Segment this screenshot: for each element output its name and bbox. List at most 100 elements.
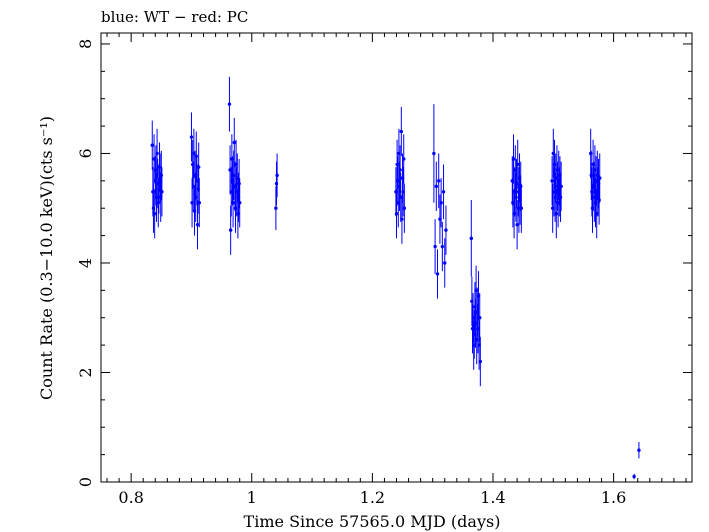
y-tick-label: 6 <box>76 148 95 158</box>
point-marker <box>197 201 201 205</box>
data-point <box>274 161 279 206</box>
data-point <box>598 153 602 203</box>
data-point <box>439 178 443 228</box>
data-point <box>519 183 524 233</box>
data-point <box>437 153 441 209</box>
point-marker <box>435 272 440 276</box>
data-point <box>515 200 519 250</box>
data-point <box>478 336 483 387</box>
data-point <box>150 120 154 170</box>
data-point <box>155 128 159 179</box>
data-point <box>444 205 448 255</box>
data-point <box>402 183 407 233</box>
data-point <box>432 104 436 203</box>
data-point <box>399 106 404 157</box>
x-axis-label: Time Since 57565.0 MJD (days) <box>244 512 501 531</box>
point-marker <box>230 157 234 161</box>
point-marker <box>439 201 443 205</box>
point-marker <box>274 181 279 186</box>
data-point <box>152 189 157 239</box>
point-marker <box>433 244 437 249</box>
y-tick-label: 4 <box>76 258 95 268</box>
data-point <box>559 161 563 211</box>
point-marker <box>196 165 201 169</box>
data-point <box>433 219 437 274</box>
point-marker <box>402 157 406 161</box>
point-marker <box>598 176 602 180</box>
data-point <box>554 189 559 239</box>
data-point <box>478 293 482 343</box>
point-marker <box>155 151 159 156</box>
point-marker <box>402 206 407 210</box>
point-marker <box>156 201 160 205</box>
point-marker <box>559 184 563 189</box>
data-point <box>196 142 201 192</box>
point-marker <box>550 179 554 183</box>
point-marker <box>632 474 636 479</box>
point-marker <box>396 179 400 183</box>
data-point <box>402 134 406 184</box>
data-point <box>511 134 516 184</box>
point-marker <box>236 211 240 216</box>
point-marker <box>399 129 404 134</box>
data-point <box>197 178 201 228</box>
point-marker <box>231 201 235 205</box>
point-marker <box>228 228 233 232</box>
point-marker <box>590 190 594 194</box>
point-marker <box>151 190 155 194</box>
point-marker <box>519 206 524 210</box>
data-point <box>227 76 232 132</box>
point-marker <box>394 190 398 194</box>
point-marker <box>434 184 439 189</box>
point-marker <box>440 244 445 249</box>
point-marker <box>558 195 563 199</box>
x-tick-label: 0.8 <box>118 488 143 507</box>
point-marker <box>238 201 242 205</box>
data-point <box>469 200 473 277</box>
data-point <box>394 189 399 239</box>
data-point <box>441 164 446 220</box>
point-marker <box>441 190 446 194</box>
point-marker <box>398 168 402 172</box>
point-marker <box>591 162 595 167</box>
y-axis-ticks: 0 2 4 6 8 <box>76 39 692 487</box>
chart-title: blue: WT − red: PC <box>101 8 248 26</box>
point-marker <box>589 173 593 178</box>
data-point <box>400 194 404 244</box>
point-marker <box>274 206 278 210</box>
point-marker <box>555 168 559 172</box>
point-marker <box>519 184 523 189</box>
point-marker <box>443 261 447 265</box>
point-marker <box>514 195 518 199</box>
point-marker <box>432 151 436 156</box>
data-point <box>440 221 445 272</box>
x-axis-ticks: 0.8 1 1.2 1.4 1.6 <box>106 33 687 507</box>
data-point <box>435 249 440 299</box>
point-marker <box>160 190 164 194</box>
x-tick-label: 1.6 <box>601 488 626 507</box>
x-tick-label: 1 <box>247 488 257 507</box>
point-marker <box>444 228 448 232</box>
point-marker <box>478 316 482 320</box>
point-marker <box>437 179 441 183</box>
point-marker <box>515 222 519 227</box>
point-marker <box>394 211 399 216</box>
point-marker <box>152 211 157 216</box>
data-point <box>195 200 200 250</box>
y-tick-label: 0 <box>76 477 95 487</box>
point-marker <box>195 222 200 227</box>
data-point <box>189 112 194 162</box>
point-marker <box>194 154 198 158</box>
point-marker <box>395 162 399 167</box>
point-marker <box>150 143 154 147</box>
data-point <box>632 473 636 480</box>
point-marker <box>189 135 194 139</box>
y-tick-label: 8 <box>76 39 95 49</box>
point-marker <box>469 236 473 241</box>
data-point <box>398 145 402 195</box>
point-marker <box>237 181 241 186</box>
point-marker <box>471 343 476 347</box>
data-point <box>434 161 439 211</box>
data-point <box>275 153 279 198</box>
